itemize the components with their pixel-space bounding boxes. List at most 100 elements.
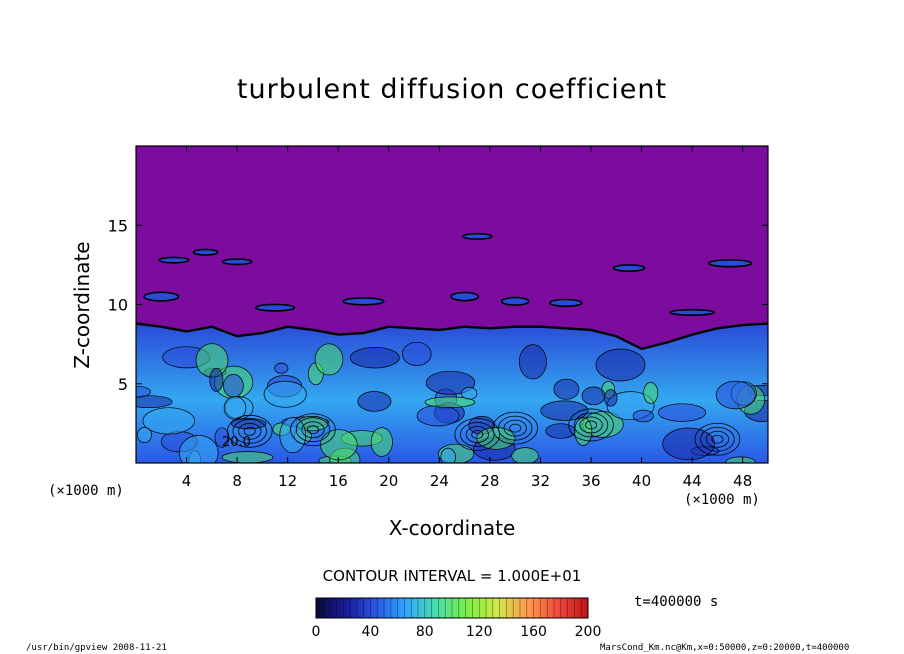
colorbar-tick-label: 160 xyxy=(520,624,547,640)
detached-patch xyxy=(143,291,180,302)
y-tick-label: 15 xyxy=(108,216,128,235)
field-structure xyxy=(142,407,195,435)
detached-patch xyxy=(158,256,190,264)
colorbar-tick-label: 120 xyxy=(466,624,493,640)
contour-value-label: 20.0 xyxy=(222,435,251,450)
field-structure xyxy=(263,380,307,408)
eddy-contour xyxy=(503,419,527,437)
eddy-contour xyxy=(711,434,724,444)
colorbar-tick-label: 40 xyxy=(361,624,379,640)
field-structure xyxy=(370,427,393,457)
field-structure xyxy=(136,395,173,409)
eddy-contour xyxy=(694,422,741,456)
eddy-contour xyxy=(579,416,603,434)
detached-patch xyxy=(450,291,479,302)
x-axis-label: X-coordinate xyxy=(388,516,516,540)
eddy-contour xyxy=(243,426,256,436)
detached-patch xyxy=(548,298,583,308)
x-tick-label: 20 xyxy=(379,472,398,490)
contour-interval-label: CONTOUR INTERVAL = 1.000E+01 xyxy=(322,567,582,585)
detached-patch xyxy=(192,248,219,256)
chart-title: turbulent diffusion coefficient xyxy=(236,74,668,105)
field-structure xyxy=(425,370,476,395)
eddy-contour xyxy=(471,430,484,439)
field-structure xyxy=(715,380,756,410)
detached-patch xyxy=(461,232,493,240)
field-structure xyxy=(603,389,618,407)
colorbar-frame xyxy=(315,597,589,619)
field-structure xyxy=(424,396,476,408)
detached-patch xyxy=(612,264,646,272)
eddy-contour xyxy=(226,414,273,448)
detached-patch xyxy=(254,303,296,312)
x-tick-label: 8 xyxy=(232,472,242,490)
eddy-contour xyxy=(238,422,262,440)
field-structure xyxy=(581,386,606,406)
field-structure xyxy=(320,429,358,461)
y-tick-label: 10 xyxy=(108,296,128,315)
time-label: t=400000 s xyxy=(634,594,719,610)
x-tick-label: 32 xyxy=(531,472,550,490)
field-structure xyxy=(540,400,589,421)
boundary-layer-contour xyxy=(136,322,768,351)
field-structure xyxy=(179,435,219,463)
field-structure xyxy=(518,344,547,380)
eddy-contour xyxy=(492,411,539,445)
field-structure xyxy=(595,348,646,382)
eddy-contour xyxy=(301,421,325,439)
x-tick-label: 36 xyxy=(581,472,600,490)
eddy-contour xyxy=(290,413,336,447)
eddy-contour xyxy=(460,422,495,447)
colorbar-tick-label: 80 xyxy=(416,624,434,640)
footer-program-date: /usr/bin/gpview 2008-11-21 xyxy=(26,643,167,653)
field-structure xyxy=(662,427,715,461)
y-tick-label: 5 xyxy=(118,375,128,394)
field-structure xyxy=(279,417,306,454)
field-structure xyxy=(137,427,152,443)
detached-patch xyxy=(500,296,530,306)
x-tick-label: 12 xyxy=(278,472,297,490)
eddy-contour xyxy=(568,408,614,442)
field-structure xyxy=(349,347,400,369)
eddy-contour xyxy=(295,417,331,443)
detached-patch xyxy=(221,258,253,266)
field-structure xyxy=(657,403,707,422)
eddy-contour xyxy=(700,426,735,452)
eddy-contour xyxy=(454,418,501,451)
field-structure xyxy=(274,362,289,374)
eddy-contour xyxy=(232,418,267,444)
eddy-contour xyxy=(498,415,533,441)
field-structure xyxy=(402,341,432,366)
field-structure xyxy=(511,447,539,463)
x-tick-label: 44 xyxy=(683,472,702,490)
eddy-contour xyxy=(585,420,598,430)
field-structure xyxy=(314,343,344,376)
detached-patch xyxy=(342,297,385,306)
x-unit-label: (×1000 m) xyxy=(684,492,760,508)
footer-file-info: MarsCond_Km.nc@Km,x=0:50000,z=0:20000,t=… xyxy=(600,643,850,653)
z-unit-label: (×1000 m) xyxy=(48,483,124,499)
field-structure xyxy=(632,409,654,423)
x-tick-label: 4 xyxy=(182,472,192,490)
eddy-contour xyxy=(573,412,609,438)
eddy-contour xyxy=(465,426,489,443)
field-structure xyxy=(545,423,576,439)
field-structure xyxy=(357,391,392,412)
field-structure xyxy=(416,405,460,427)
colorbar-tick-label: 200 xyxy=(575,624,602,640)
x-tick-label: 16 xyxy=(329,472,348,490)
eddy-contour xyxy=(705,430,730,448)
eddy-contour xyxy=(509,423,522,433)
eddy-contour xyxy=(306,425,319,435)
detached-patch xyxy=(707,259,753,268)
field-structure xyxy=(221,451,274,463)
field-structure xyxy=(553,378,580,400)
x-tick-label: 24 xyxy=(430,472,449,490)
field-structure xyxy=(223,374,244,398)
colorbar-tick-label: 0 xyxy=(312,624,321,640)
detached-patch xyxy=(669,308,716,316)
field-structure xyxy=(725,456,756,463)
field-structure xyxy=(440,447,456,463)
field-structure xyxy=(209,368,224,392)
